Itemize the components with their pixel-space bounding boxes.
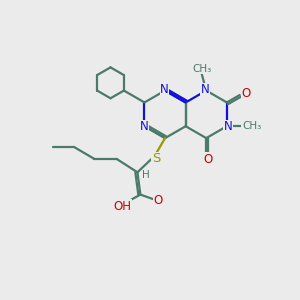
Text: O: O: [203, 153, 212, 166]
Text: N: N: [160, 83, 169, 97]
Text: CH₃: CH₃: [242, 121, 261, 131]
Text: S: S: [152, 152, 160, 165]
Text: N: N: [200, 83, 209, 97]
Text: O: O: [242, 87, 251, 100]
Text: CH₃: CH₃: [192, 64, 212, 74]
Text: H: H: [142, 170, 150, 180]
Text: OH: OH: [114, 200, 132, 213]
Text: N: N: [140, 120, 148, 133]
Text: N: N: [224, 120, 233, 133]
Text: O: O: [154, 194, 163, 207]
